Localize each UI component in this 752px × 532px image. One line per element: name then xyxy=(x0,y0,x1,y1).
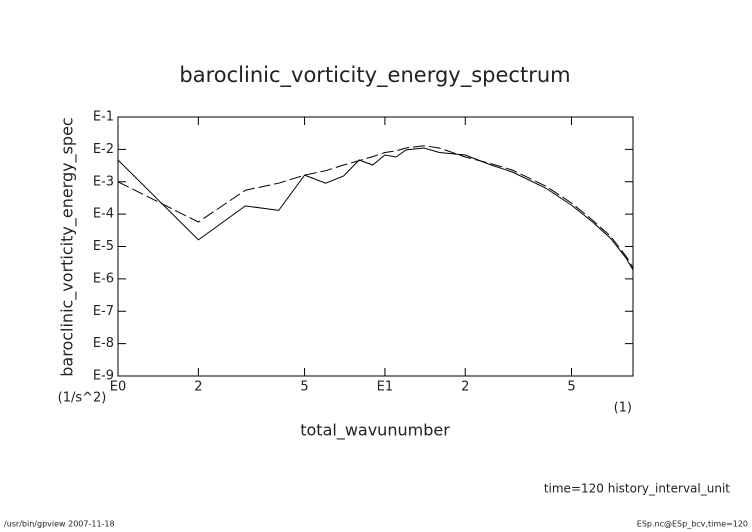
x-tick-label: 2 xyxy=(194,380,202,395)
x-axis-label: total_wavunumber xyxy=(300,421,450,441)
x-tick-label: 5 xyxy=(300,380,308,395)
y-tick-label: E-3 xyxy=(93,174,114,189)
x-tick-label: 5 xyxy=(567,380,575,395)
y-tick-label: E-4 xyxy=(93,207,114,222)
x-unit: (1) xyxy=(614,401,632,416)
y-axis-label: baroclinic_vorticity_energy_spec xyxy=(58,117,78,376)
y-tick-label: E-5 xyxy=(93,239,114,254)
y-tick-label: E-6 xyxy=(93,271,114,286)
y-tick-label: E-1 xyxy=(93,110,114,125)
chart-title: baroclinic_vorticity_energy_spectrum xyxy=(179,63,570,88)
footer-right: ESp.nc@ESp_bcv,time=120 xyxy=(637,520,748,529)
y-tick-label: E-2 xyxy=(93,142,114,157)
series-line xyxy=(117,147,634,271)
y-unit: (1/s^2) xyxy=(58,391,107,406)
x-tick-label: E1 xyxy=(377,380,394,395)
annotation: time=120 history_interval_unit xyxy=(544,482,730,496)
y-tick-label: E-8 xyxy=(93,336,114,351)
footer-left: /usr/bin/gpview 2007-11-18 xyxy=(4,520,115,529)
series-line xyxy=(117,145,634,269)
x-tick-label: 2 xyxy=(461,380,469,395)
y-tick-label: E-7 xyxy=(93,304,114,319)
x-tick-label: E0 xyxy=(110,380,127,395)
y-tick-label: E-9 xyxy=(93,369,114,384)
